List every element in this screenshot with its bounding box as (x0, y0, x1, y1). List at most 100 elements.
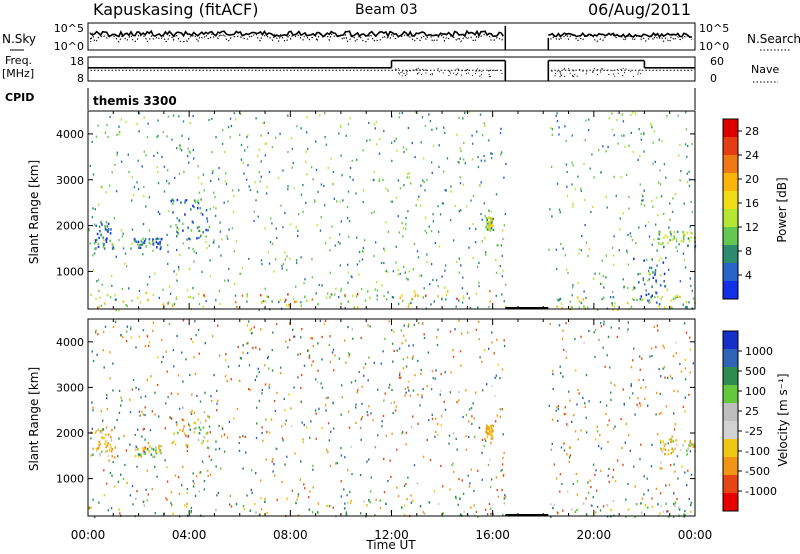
nave-dot (597, 74, 599, 76)
scatter-cell (90, 454, 92, 457)
scatter-cell (589, 479, 591, 482)
scatter-cell (401, 432, 403, 435)
scatter-cell (381, 420, 383, 423)
scatter-cell (480, 181, 482, 184)
scatter-cell (398, 116, 400, 119)
scatter-cell (321, 284, 323, 287)
scatter-cell (222, 129, 224, 132)
scatter-cell (471, 158, 474, 161)
scatter-cell (285, 298, 287, 302)
scatter-cell (650, 124, 653, 127)
scatter-cell (111, 429, 113, 432)
scatter-cell (654, 271, 657, 274)
colorbar-swatch (723, 349, 738, 367)
scatter-cell (336, 462, 338, 465)
scatter-cell (610, 381, 612, 384)
nave-tick-bottom: 0 (710, 72, 717, 85)
scatter-cell (468, 227, 471, 230)
scatter-cell (563, 442, 565, 445)
scatter-cell (403, 184, 405, 187)
scatter-cell (175, 273, 178, 276)
scatter-cell (338, 357, 341, 360)
scatter-cell (264, 500, 266, 503)
scatter-cell (643, 493, 645, 496)
scatter-cell (472, 256, 474, 260)
scatter-cell (111, 474, 113, 477)
scatter-cell (638, 128, 640, 131)
scatter-cell (92, 406, 94, 409)
nave-dot (413, 69, 415, 71)
scatter-cell (688, 393, 690, 396)
scatter-cell (142, 223, 145, 226)
scatter-cell (290, 425, 293, 428)
scatter-cell (297, 376, 299, 379)
scatter-cell (173, 270, 175, 273)
scatter-cell (357, 389, 359, 392)
scatter-cell (670, 299, 673, 302)
nave-tick-top: 60 (710, 55, 724, 68)
scatter-cell (144, 447, 147, 451)
scatter-cell (430, 263, 433, 266)
scatter-cell (146, 136, 149, 139)
scatter-cell (572, 205, 574, 208)
scatter-cell (569, 454, 572, 457)
scatter-cell (662, 367, 664, 370)
scatter-cell (657, 214, 659, 217)
scatter-cell (385, 502, 387, 506)
scatter-cell (192, 115, 194, 118)
scatter-cell (623, 134, 625, 137)
scatter-cell (249, 509, 252, 512)
scatter-cell (91, 401, 93, 404)
nave-dot (568, 68, 570, 70)
scatter-cell (192, 287, 194, 290)
scatter-cell (411, 142, 413, 145)
scatter-cell (355, 406, 357, 409)
scatter-cell (484, 237, 486, 240)
scatter-cell (499, 264, 502, 268)
scatter-cell (380, 362, 382, 365)
scatter-cell (557, 512, 559, 515)
scatter-cell (239, 379, 241, 382)
scatter-cell (106, 408, 108, 411)
scatter-cell (321, 386, 324, 389)
scatter-cell (130, 336, 133, 339)
scatter-cell (179, 254, 181, 257)
scatter-cell (461, 332, 463, 335)
scatter-cell (258, 148, 260, 151)
scatter-cell (641, 497, 643, 500)
scatter-cell (625, 498, 627, 501)
scatter-cell (692, 362, 694, 365)
scatter-cell (271, 146, 274, 149)
scatter-cell (477, 469, 479, 472)
freq-trace (88, 59, 695, 81)
scatter-cell (684, 396, 686, 399)
scatter-cell (265, 192, 268, 195)
scatter-cell (421, 396, 423, 399)
scatter-cell (432, 144, 435, 148)
scatter-cell (658, 181, 660, 184)
scatter-cell (356, 293, 359, 296)
scatter-cell (459, 497, 461, 500)
scatter-cell (684, 143, 687, 146)
scatter-cell (89, 242, 91, 245)
scatter-cell (641, 357, 643, 360)
scatter-cell (360, 288, 363, 291)
scatter-cell (260, 479, 262, 482)
scatter-cell (387, 230, 390, 233)
scatter-cell (648, 235, 651, 238)
scatter-cell (295, 285, 297, 288)
scatter-cell (304, 278, 306, 281)
scatter-cell (190, 506, 193, 509)
scatter-cell (220, 467, 222, 470)
scatter-cell (689, 336, 691, 339)
scatter-cell (193, 482, 195, 485)
scatter-cell (385, 187, 387, 190)
scatter-cell (606, 354, 608, 357)
scatter-cell (253, 326, 255, 329)
scatter-cell (452, 470, 455, 473)
scatter-cell (358, 260, 361, 263)
scatter-cell (163, 165, 166, 168)
scatter-cell (176, 230, 178, 233)
scatter-cell (103, 239, 105, 242)
scatter-cell (613, 175, 615, 178)
